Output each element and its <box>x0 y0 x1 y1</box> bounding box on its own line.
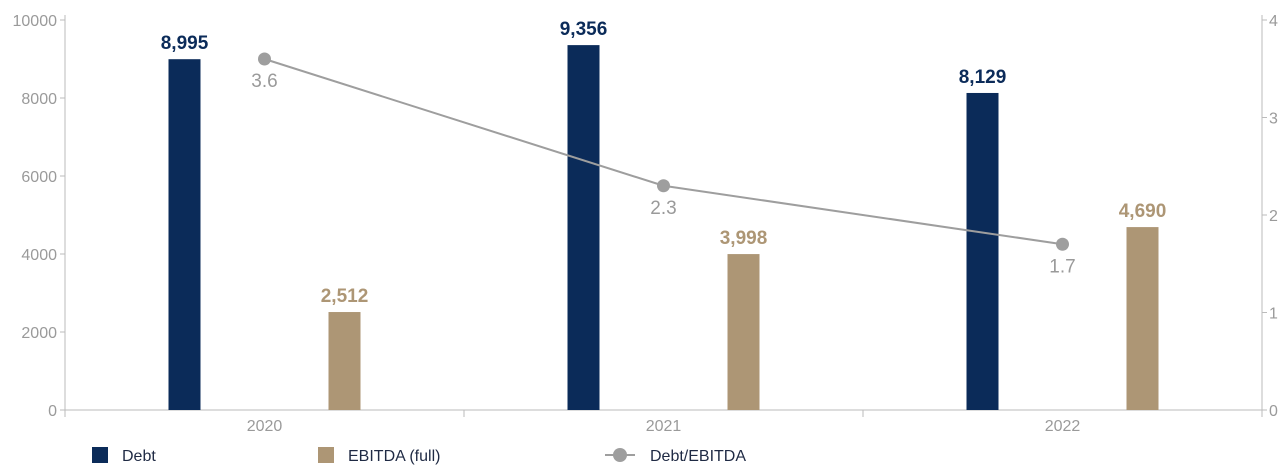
legend: Debt EBITDA (full) Debt/EBITDA <box>92 447 746 465</box>
legend-swatch <box>92 447 108 463</box>
right-axis-ticks: 0 1 2 3 4 <box>1262 13 1278 420</box>
bar-debt <box>168 59 201 410</box>
left-tick-label: 2000 <box>21 325 57 342</box>
ratio-value-label: 1.7 <box>1049 256 1075 277</box>
ratio-series: 3.6 2.3 1.7 <box>251 52 1076 277</box>
ratio-value-label: 3.6 <box>251 71 277 92</box>
bar-ebitda-full- <box>1126 227 1159 410</box>
bar-value-label: 3,998 <box>720 228 768 249</box>
bar-value-label: 8,129 <box>959 67 1007 88</box>
ratio-value-label: 2.3 <box>650 198 676 219</box>
right-tick-label: 1 <box>1269 306 1278 323</box>
bar-value-label: 9,356 <box>560 19 608 40</box>
legend-label: Debt <box>122 448 156 465</box>
bar-value-label: 8,995 <box>161 33 209 54</box>
bar-value-label: 4,690 <box>1119 201 1167 222</box>
bar-ebitda-full- <box>727 254 760 410</box>
x-tick-label: 2020 <box>247 418 283 435</box>
bar-debt <box>966 92 999 411</box>
ratio-point <box>657 179 670 193</box>
left-axis-ticks: 0 2000 4000 6000 8000 10000 <box>13 13 65 420</box>
right-tick-label: 4 <box>1269 13 1278 30</box>
legend-label: Debt/EBITDA <box>650 448 746 465</box>
legend-point-swatch <box>613 448 627 462</box>
right-tick-label: 0 <box>1269 403 1278 420</box>
bar-debt <box>567 45 600 411</box>
left-tick-label: 10000 <box>13 13 58 30</box>
bar-series: 8,995 9,356 8,129 2,512 3,998 4,690 <box>161 19 1167 411</box>
ratio-point <box>1056 237 1069 251</box>
left-tick-label: 0 <box>48 403 57 420</box>
right-tick-label: 3 <box>1269 111 1278 128</box>
bar-value-label: 2,512 <box>321 286 369 307</box>
legend-swatch <box>318 447 334 463</box>
x-tick-label: 2021 <box>646 418 682 435</box>
left-tick-label: 6000 <box>21 169 57 186</box>
left-tick-label: 4000 <box>21 247 57 264</box>
x-axis-ticks: 2020 2021 2022 <box>64 410 1263 435</box>
left-tick-label: 8000 <box>21 91 57 108</box>
bar-ebitda-full- <box>328 312 361 410</box>
right-tick-label: 2 <box>1269 208 1278 225</box>
x-tick-label: 2022 <box>1045 418 1081 435</box>
ratio-point <box>258 52 271 66</box>
legend-label: EBITDA (full) <box>348 448 440 465</box>
